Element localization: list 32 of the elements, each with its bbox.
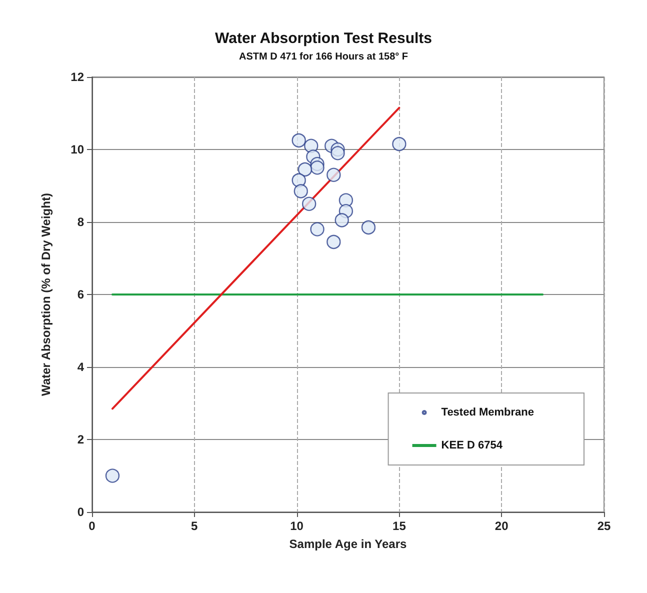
y-tick-label: 10 xyxy=(70,142,84,156)
point xyxy=(310,222,324,236)
x-tick-label: 25 xyxy=(597,519,611,533)
point xyxy=(292,133,306,148)
y-tick-label: 4 xyxy=(77,360,84,374)
x-tick-label: 0 xyxy=(88,519,96,533)
y-tick-label: 12 xyxy=(70,70,84,84)
point xyxy=(302,196,316,211)
point xyxy=(294,184,308,198)
point xyxy=(334,213,349,228)
y-tick-label: 8 xyxy=(77,215,84,229)
y-tick-label: 6 xyxy=(77,288,84,302)
point xyxy=(326,168,341,182)
legend-label: Tested Membrane xyxy=(441,406,534,418)
point xyxy=(330,146,345,160)
point xyxy=(326,234,341,250)
y-tick-label: 2 xyxy=(77,432,84,446)
x-tick-label: 20 xyxy=(494,519,509,533)
point xyxy=(392,136,406,152)
y-axis-title: Water Absorption (% of Dry Weight) xyxy=(39,193,53,396)
point xyxy=(310,160,324,175)
x-axis-title: Sample Age in Years xyxy=(289,537,408,551)
point xyxy=(105,468,120,483)
x-tick-label: 5 xyxy=(191,519,198,533)
y-tick-label: 0 xyxy=(77,505,84,519)
x-tick-label: 10 xyxy=(290,519,304,533)
legend-label: KEE D 6754 xyxy=(441,440,504,452)
point xyxy=(361,220,376,235)
x-tick-label: 15 xyxy=(392,519,406,533)
point xyxy=(298,162,312,177)
chart-subtitle: ASTM D 471 for 166 Hours at 158° F xyxy=(238,52,408,62)
chart-title: Water Absorption Test Results xyxy=(215,30,432,47)
